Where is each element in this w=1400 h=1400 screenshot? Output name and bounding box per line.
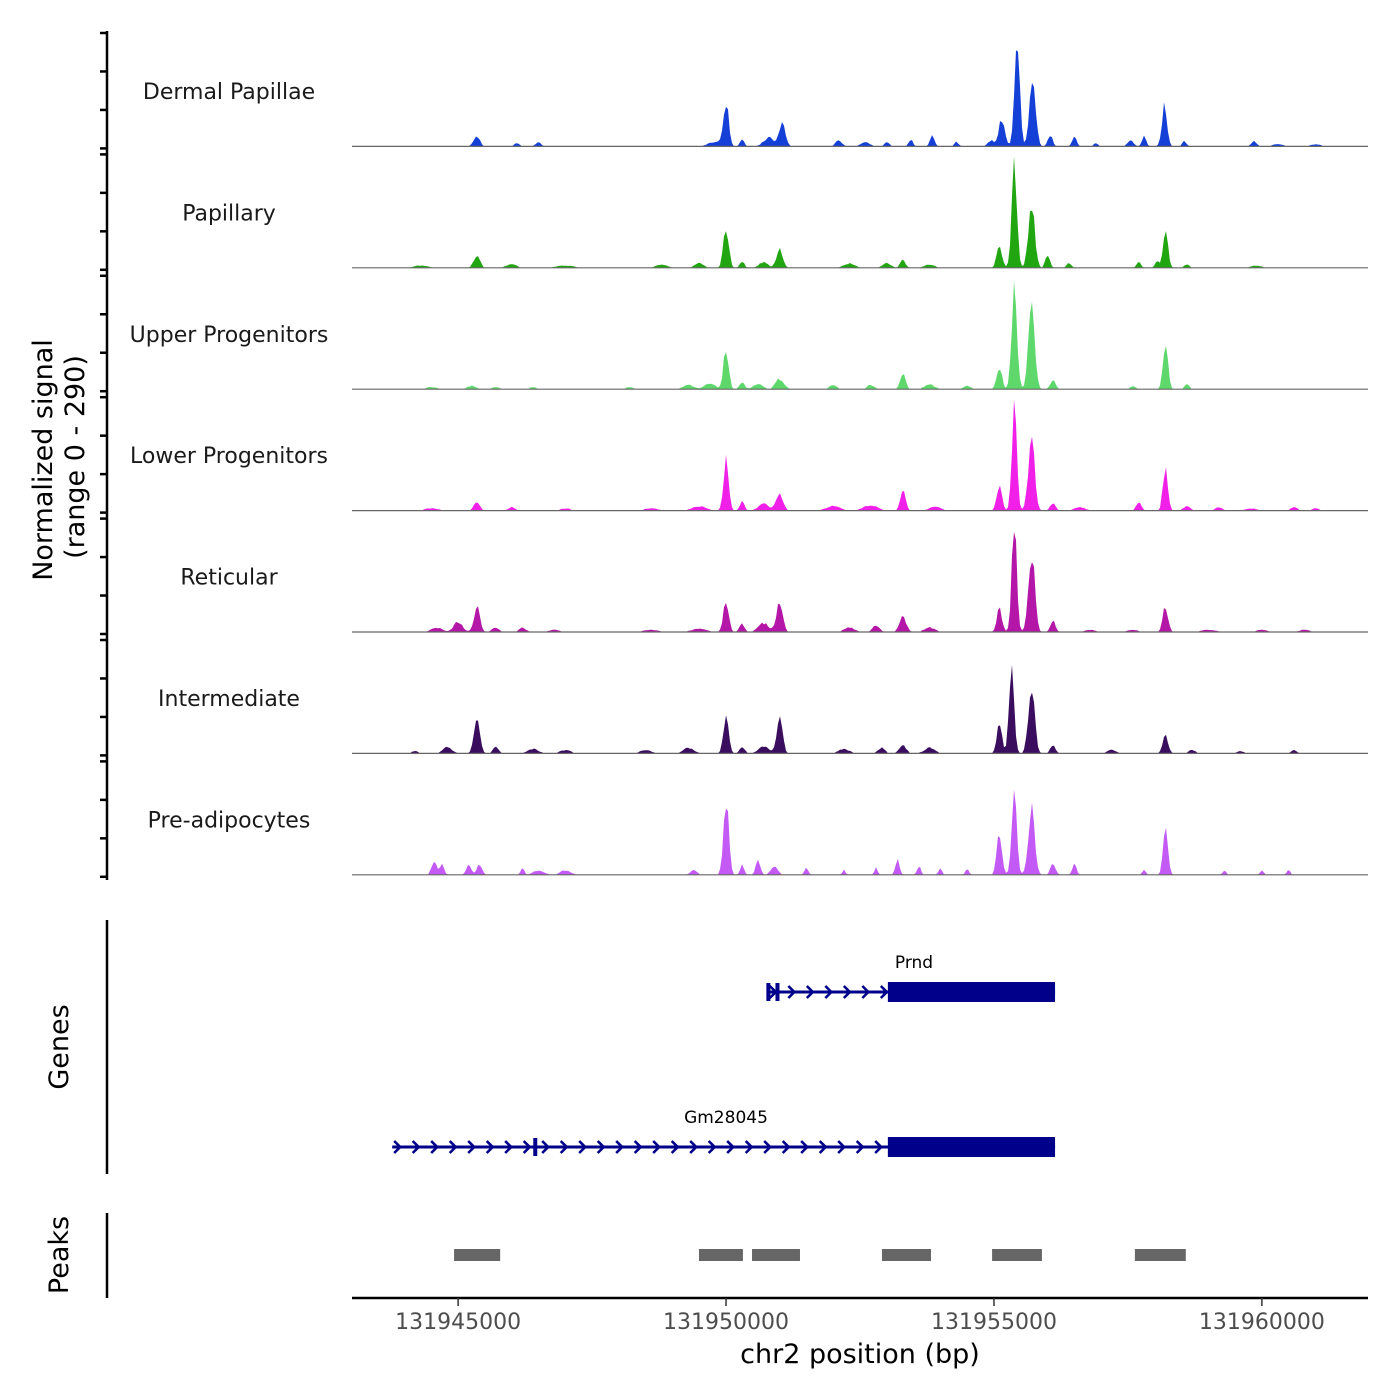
- strand-arrow-icon: [559, 1140, 569, 1154]
- strand-arrow-icon: [541, 1140, 551, 1154]
- track-label: Intermediate: [158, 687, 300, 712]
- strand-arrow-icon: [467, 1140, 477, 1154]
- signal-area: [352, 789, 1368, 875]
- signal-area: [352, 664, 1368, 754]
- track-lower-progenitors: Lower Progenitors: [130, 399, 1368, 512]
- gene-label: Gm28045: [684, 1108, 768, 1128]
- x-axis-title: chr2 position (bp): [740, 1339, 980, 1370]
- track-dermal-papillae: Dermal Papillae: [143, 50, 1368, 147]
- strand-arrow-icon: [522, 1140, 532, 1154]
- track-reticular: Reticular: [180, 532, 1368, 633]
- strand-arrow-icon: [707, 1140, 717, 1154]
- peaks-panel-label: Peaks: [44, 1216, 75, 1294]
- track-label: Dermal Papillae: [143, 80, 315, 105]
- track-intermediate: Intermediate: [158, 664, 1368, 755]
- track-label: Upper Progenitors: [130, 323, 329, 348]
- track-upper-progenitors: Upper Progenitors: [130, 281, 1368, 390]
- track-label: Pre-adipocytes: [148, 808, 311, 833]
- strand-arrow-icon: [879, 985, 889, 999]
- peak-region: [1134, 1249, 1186, 1261]
- strand-arrow-icon: [842, 985, 852, 999]
- strand-arrow-icon: [578, 1140, 588, 1154]
- strand-arrow-icon: [726, 1140, 736, 1154]
- peak-region: [992, 1249, 1042, 1261]
- track-papillary: Papillary: [182, 156, 1368, 269]
- strand-arrow-icon: [393, 1140, 403, 1154]
- y-axis-title-line1: Normalized signal: [28, 339, 59, 581]
- gene-exon-thick: [887, 1137, 1056, 1157]
- strand-arrow-icon: [615, 1140, 625, 1154]
- signal-tracks: Dermal Papillae Papillary Upper Progenitor…: [130, 50, 1368, 876]
- gene-track: Prnd Gm28045: [392, 953, 1056, 1157]
- track-pre-adipocytes: Pre-adipocytes: [148, 789, 1368, 876]
- strand-arrow-icon: [744, 1140, 754, 1154]
- strand-arrow-icon: [485, 1140, 495, 1154]
- strand-arrow-icon: [781, 1140, 791, 1154]
- genes-panel-label: Genes: [44, 1004, 75, 1089]
- strand-arrow-icon: [837, 1140, 847, 1154]
- strand-arrow-icon: [448, 1140, 458, 1154]
- strand-arrow-icon: [855, 1140, 865, 1154]
- x-tick-label: 131945000: [395, 1310, 521, 1335]
- strand-arrow-icon: [652, 1140, 662, 1154]
- y-axis-title-line2: (range 0 - 290): [60, 355, 91, 559]
- gene-exon-thick: [887, 982, 1056, 1002]
- x-tick-label: 131955000: [931, 1310, 1057, 1335]
- signal-area: [352, 532, 1368, 632]
- gene-gm28045: Gm28045: [392, 1108, 1056, 1157]
- track-label: Reticular: [180, 566, 278, 591]
- gene-exon: [766, 983, 771, 1001]
- track-label: Papillary: [182, 201, 276, 226]
- track-label: Lower Progenitors: [130, 444, 328, 469]
- strand-arrow-icon: [670, 1140, 680, 1154]
- peak-region: [881, 1249, 932, 1261]
- strand-arrow-icon: [430, 1140, 440, 1154]
- x-tick-label: 131960000: [1199, 1310, 1325, 1335]
- peak-track: [454, 1249, 1186, 1261]
- strand-arrow-icon: [689, 1140, 699, 1154]
- strand-arrow-icon: [861, 985, 871, 999]
- strand-arrow-icon: [787, 985, 797, 999]
- gene-exon: [775, 983, 780, 1001]
- gene-prnd: Prnd: [766, 953, 1056, 1002]
- peak-region: [454, 1249, 501, 1261]
- peak-region: [752, 1249, 800, 1261]
- strand-arrow-icon: [633, 1140, 643, 1154]
- signal-area: [352, 50, 1368, 147]
- signal-y-ticks: [100, 31, 107, 879]
- gene-exon: [533, 1138, 538, 1156]
- strand-arrow-icon: [874, 1140, 884, 1154]
- strand-arrow-icon: [411, 1140, 421, 1154]
- strand-arrow-icon: [818, 1140, 828, 1154]
- strand-arrow-icon: [763, 1140, 773, 1154]
- strand-arrow-icon: [596, 1140, 606, 1154]
- x-tick-label: 131950000: [663, 1310, 789, 1335]
- gene-label: Prnd: [895, 953, 933, 973]
- strand-arrow-icon: [504, 1140, 514, 1154]
- strand-arrow-icon: [800, 1140, 810, 1154]
- x-axis-ticks: 131945000 131950000 131955000 131960000: [395, 1298, 1325, 1335]
- signal-area: [352, 399, 1368, 511]
- peak-region: [698, 1249, 743, 1261]
- signal-area: [352, 281, 1368, 390]
- strand-arrow-icon: [824, 985, 834, 999]
- strand-arrow-icon: [805, 985, 815, 999]
- signal-area: [352, 156, 1368, 268]
